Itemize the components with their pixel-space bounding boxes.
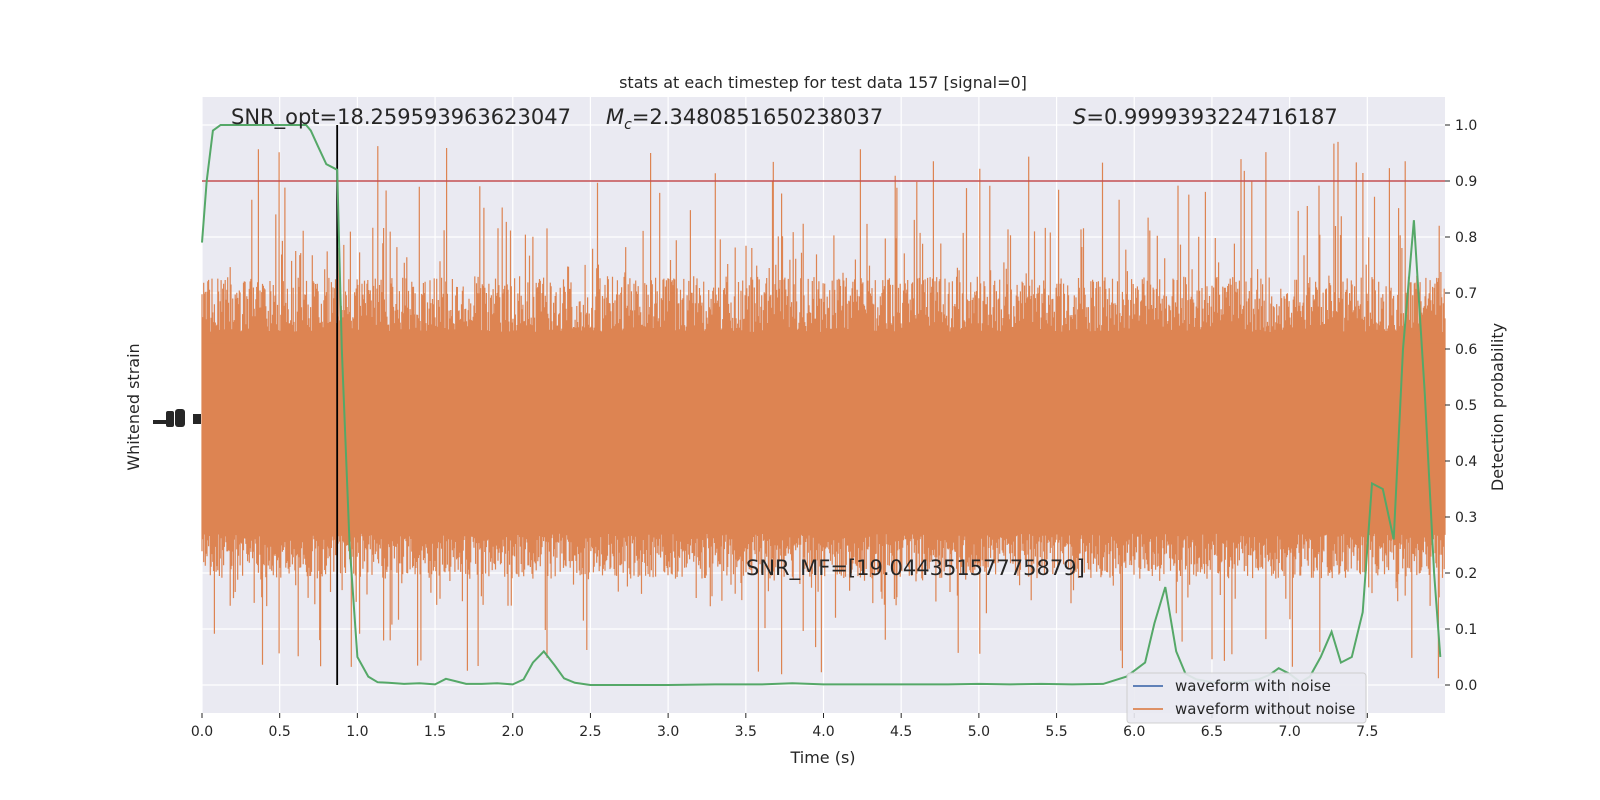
legend-label-without-noise: waveform without noise <box>1175 700 1355 718</box>
right-tick-label-6: 0.6 <box>1455 342 1477 358</box>
x-tick-label-11: 5.5 <box>1045 724 1067 740</box>
chirp-mass-annotation: Mc=2.3480851650238037 <box>606 105 883 133</box>
x-tick-label-12: 6.0 <box>1123 724 1145 740</box>
s-value: =0.9999393224716187 <box>1086 105 1337 129</box>
right-tick-label-1: 0.1 <box>1455 622 1477 638</box>
right-tick-label-10: 1.0 <box>1455 118 1477 134</box>
x-tick-label-6: 3.0 <box>657 724 679 740</box>
chirp-mass-symbol: M <box>606 105 624 129</box>
chirp-mass-value: =2.3480851650238037 <box>632 105 883 129</box>
right-tick-label-4: 0.4 <box>1455 454 1477 470</box>
right-tick-label-2: 0.2 <box>1455 566 1477 582</box>
right-tick-label-5: 0.5 <box>1455 398 1477 414</box>
legend: waveform with noise waveform without noi… <box>1126 672 1367 724</box>
x-tick-label-13: 6.5 <box>1201 724 1223 740</box>
x-tick-label-7: 3.5 <box>735 724 757 740</box>
right-tick-label-9: 0.9 <box>1455 174 1477 190</box>
waveform-core <box>202 343 1445 512</box>
legend-label-with-noise: waveform with noise <box>1175 677 1331 695</box>
x-tick-label-1: 0.5 <box>269 724 291 740</box>
x-tick-label-0: 0.0 <box>191 724 213 740</box>
chirp-mass-subscript: c <box>624 117 632 133</box>
left-axis-label: Whitened strain <box>124 343 143 470</box>
x-tick-label-4: 2.0 <box>502 724 524 740</box>
snr-opt-annotation: SNR_opt=18.259593963623047 <box>231 105 571 130</box>
x-tick-label-14: 7.0 <box>1278 724 1300 740</box>
right-tick-label-0: 0.0 <box>1455 678 1477 694</box>
x-axis-ticks: 0.0 0.5 1.0 1.5 2.0 2.5 3.0 3.5 4.0 4.5 5.0 5.5 6.0 6… <box>191 713 1378 740</box>
right-axis-ticks: 0.0 0.1 0.2 0.3 0.4 0.5 0.6 0.7 0.8 0.9 1.0 <box>1445 118 1477 694</box>
x-tick-label-10: 5.0 <box>968 724 990 740</box>
x-tick-label-2: 1.0 <box>346 724 368 740</box>
x-tick-label-15: 7.5 <box>1356 724 1378 740</box>
s-symbol: S <box>1073 105 1086 129</box>
snr-mf-annotation: SNR_MF=[19.04435157775879] <box>746 556 1085 581</box>
right-tick-label-8: 0.8 <box>1455 230 1477 246</box>
x-tick-label-9: 4.5 <box>890 724 912 740</box>
x-tick-label-3: 1.5 <box>424 724 446 740</box>
left-axis-ticks-clutter <box>153 409 201 427</box>
chart-title: stats at each timestep for test data 157… <box>619 73 1027 92</box>
legend-box <box>1126 672 1367 724</box>
x-tick-label-8: 4.0 <box>812 724 834 740</box>
waveform-without-noise-series <box>201 141 1446 679</box>
s-annotation: S=0.9999393224716187 <box>1073 105 1338 129</box>
right-tick-label-7: 0.7 <box>1455 286 1477 302</box>
x-axis-label: Time (s) <box>789 748 855 767</box>
x-tick-label-5: 2.5 <box>579 724 601 740</box>
right-tick-label-3: 0.3 <box>1455 510 1477 526</box>
right-axis-label: Detection probability <box>1488 323 1507 491</box>
